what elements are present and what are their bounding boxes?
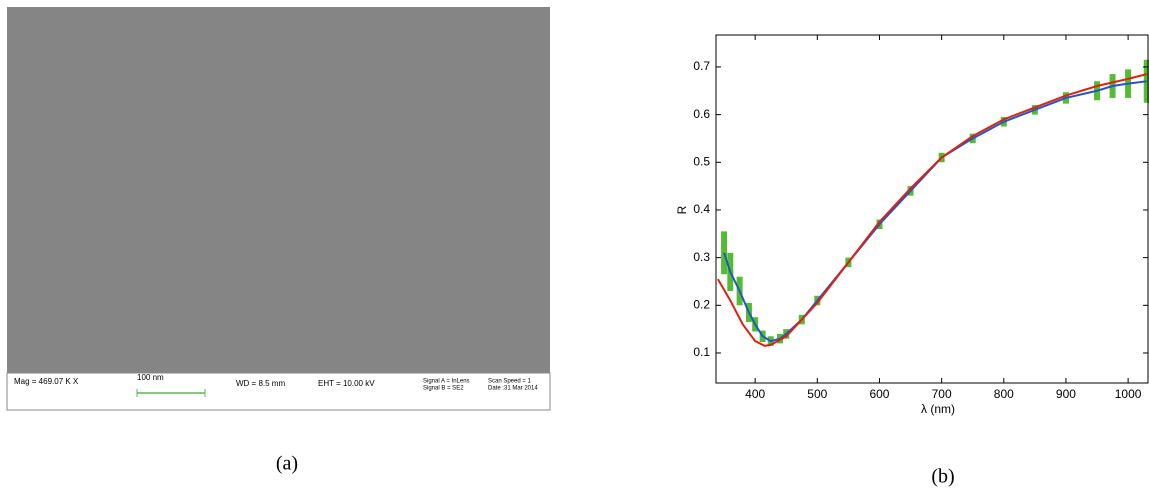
info-bar [6, 372, 551, 411]
scale-label: 100 nm [137, 373, 164, 382]
y-tick-label: 0.6 [693, 107, 710, 121]
signal-a: Signal A = InLens [423, 379, 470, 385]
x-tick-label: 900 [1056, 387, 1076, 401]
y-tick-label: 0.3 [693, 250, 710, 264]
plot-frame [715, 34, 1149, 384]
y-tick-label: 0.2 [693, 297, 710, 311]
x-tick-label: 1000 [1115, 387, 1142, 401]
x-tick-label: 600 [869, 387, 889, 401]
x-tick-label: 400 [745, 387, 765, 401]
wd: WD = 8.5 mm [236, 379, 285, 388]
data-line [716, 73, 1148, 347]
caption: (a) [276, 453, 298, 475]
caption: (b) [931, 466, 954, 488]
eht: EHT = 10.00 kV [318, 379, 375, 388]
sem-panel: Mag = 469.07 K X 100 nm WD = 8.5 mm EHT … [6, 7, 551, 475]
data-line [723, 80, 1147, 343]
mag: Mag = 469.07 K X [14, 377, 79, 386]
scan-speed: Scan Speed = 1 [488, 379, 532, 385]
y-tick-label: 0.1 [693, 345, 710, 359]
x-tick-label: 700 [932, 387, 952, 401]
x-axis-label: λ (nm) [921, 402, 955, 416]
sem-texture [7, 7, 550, 373]
date: Date :31 Mar 2014 [488, 386, 538, 392]
y-tick-label: 0.5 [693, 154, 710, 168]
x-tick-label: 800 [994, 387, 1014, 401]
y-tick-label: 0.7 [693, 59, 710, 73]
y-axis-label: R [675, 205, 689, 214]
signal-b: Signal B = SE2 [423, 386, 464, 392]
y-tick-label: 0.4 [693, 202, 710, 216]
x-tick-label: 500 [807, 387, 827, 401]
